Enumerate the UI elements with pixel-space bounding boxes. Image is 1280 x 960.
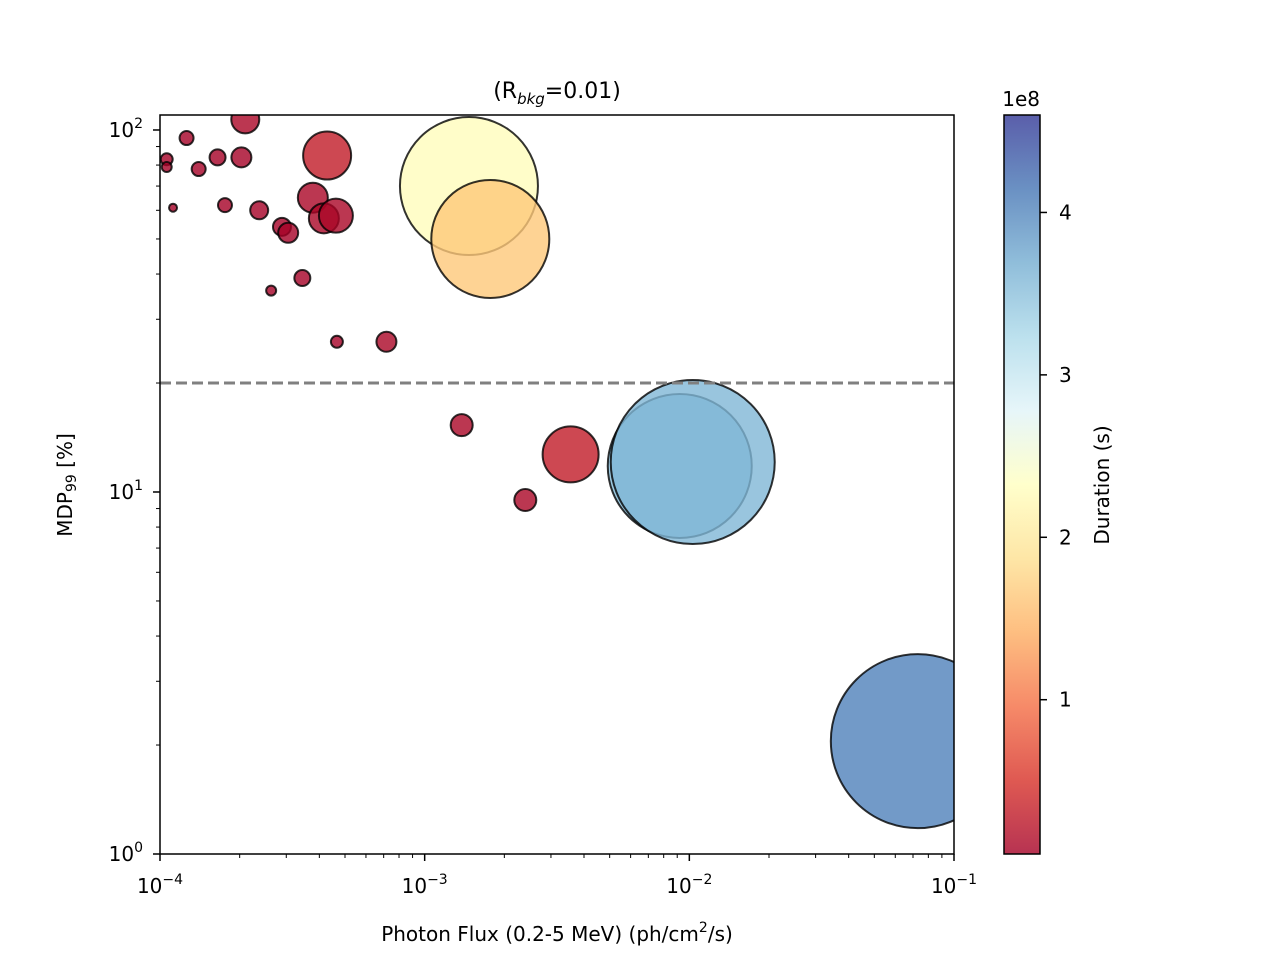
x-tick-label: 10−3 bbox=[402, 872, 448, 898]
y-tick-base: 10 bbox=[109, 118, 134, 142]
xlabel-post: /s) bbox=[708, 922, 733, 946]
colorbar-tick-label: 1 bbox=[1059, 688, 1072, 712]
y-tick-exponent: 2 bbox=[134, 116, 143, 132]
y-tick-label: 102 bbox=[109, 116, 143, 142]
data-point bbox=[302, 130, 353, 181]
ylabel-pre: MDP bbox=[53, 492, 77, 537]
data-point bbox=[541, 425, 600, 484]
x-tick-exponent: −2 bbox=[692, 872, 713, 888]
points-layer bbox=[160, 115, 954, 830]
plot-frame bbox=[159, 114, 955, 855]
data-point bbox=[317, 197, 354, 234]
chart-title: (Rbkg=0.01) bbox=[493, 79, 621, 108]
x-tick-label: 10−2 bbox=[666, 872, 712, 898]
data-point bbox=[265, 284, 278, 297]
y-tick-exponent: 1 bbox=[134, 478, 143, 494]
x-tick-base: 10 bbox=[402, 874, 427, 898]
data-point bbox=[160, 161, 173, 174]
data-point bbox=[216, 197, 233, 214]
data-point bbox=[190, 161, 207, 178]
y-tick-label: 101 bbox=[109, 478, 143, 504]
x-tick-exponent: −1 bbox=[956, 872, 977, 888]
x-tick-label: 10−1 bbox=[931, 872, 977, 898]
data-point bbox=[249, 200, 270, 221]
y-tick-base: 10 bbox=[109, 480, 134, 504]
title-post: =0.01) bbox=[545, 79, 621, 104]
y-axis-label: MDP99 [%] bbox=[53, 433, 80, 537]
x-axis-label: Photon Flux (0.2-5 MeV) (ph/cm2/s) bbox=[381, 920, 733, 946]
x-tick-base: 10 bbox=[931, 874, 956, 898]
x-tick-exponent: −3 bbox=[427, 872, 448, 888]
xlabel-sup: 2 bbox=[699, 920, 708, 936]
colorbar-tick-label: 2 bbox=[1059, 525, 1072, 549]
y-tick-label: 100 bbox=[109, 840, 143, 866]
ylabel-sub: 99 bbox=[64, 474, 80, 492]
colorbar: 1 2 3 4 1e8 Duration (s) bbox=[1002, 87, 1114, 855]
xlabel-pre: Photon Flux (0.2-5 MeV) (ph/cm bbox=[381, 922, 699, 946]
colorbar-label: Duration (s) bbox=[1090, 425, 1114, 544]
data-point bbox=[375, 330, 398, 353]
title-sub: bkg bbox=[517, 90, 545, 108]
data-point bbox=[277, 221, 300, 244]
x-tick-exponent: −4 bbox=[162, 872, 183, 888]
data-point bbox=[178, 130, 195, 147]
colorbar-offset-text: 1e8 bbox=[1002, 87, 1040, 111]
data-point bbox=[829, 653, 954, 830]
data-point bbox=[329, 334, 344, 349]
x-axis-ticks: 10−4 10−3 10−2 10−1 bbox=[137, 854, 977, 898]
y-tick-base: 10 bbox=[109, 842, 134, 866]
title-pre: (R bbox=[493, 79, 517, 104]
x-tick-base: 10 bbox=[666, 874, 691, 898]
data-point bbox=[230, 115, 261, 135]
data-point bbox=[168, 202, 179, 213]
x-tick-label: 10−4 bbox=[137, 872, 183, 898]
data-point bbox=[609, 379, 776, 546]
colorbar-ticks: 1 2 3 4 bbox=[1040, 200, 1072, 712]
y-tick-exponent: 0 bbox=[134, 840, 143, 856]
data-point bbox=[293, 269, 312, 288]
data-point bbox=[513, 488, 538, 513]
x-tick-base: 10 bbox=[137, 874, 162, 898]
data-point bbox=[449, 413, 474, 438]
data-point bbox=[208, 148, 227, 167]
data-point bbox=[430, 178, 551, 299]
ylabel-post: [%] bbox=[53, 433, 77, 474]
data-point bbox=[230, 146, 253, 169]
colorbar-frame bbox=[1003, 114, 1041, 855]
colorbar-tick-label: 3 bbox=[1059, 363, 1072, 387]
colorbar-fill bbox=[1004, 115, 1040, 854]
colorbar-tick-label: 4 bbox=[1059, 200, 1072, 224]
